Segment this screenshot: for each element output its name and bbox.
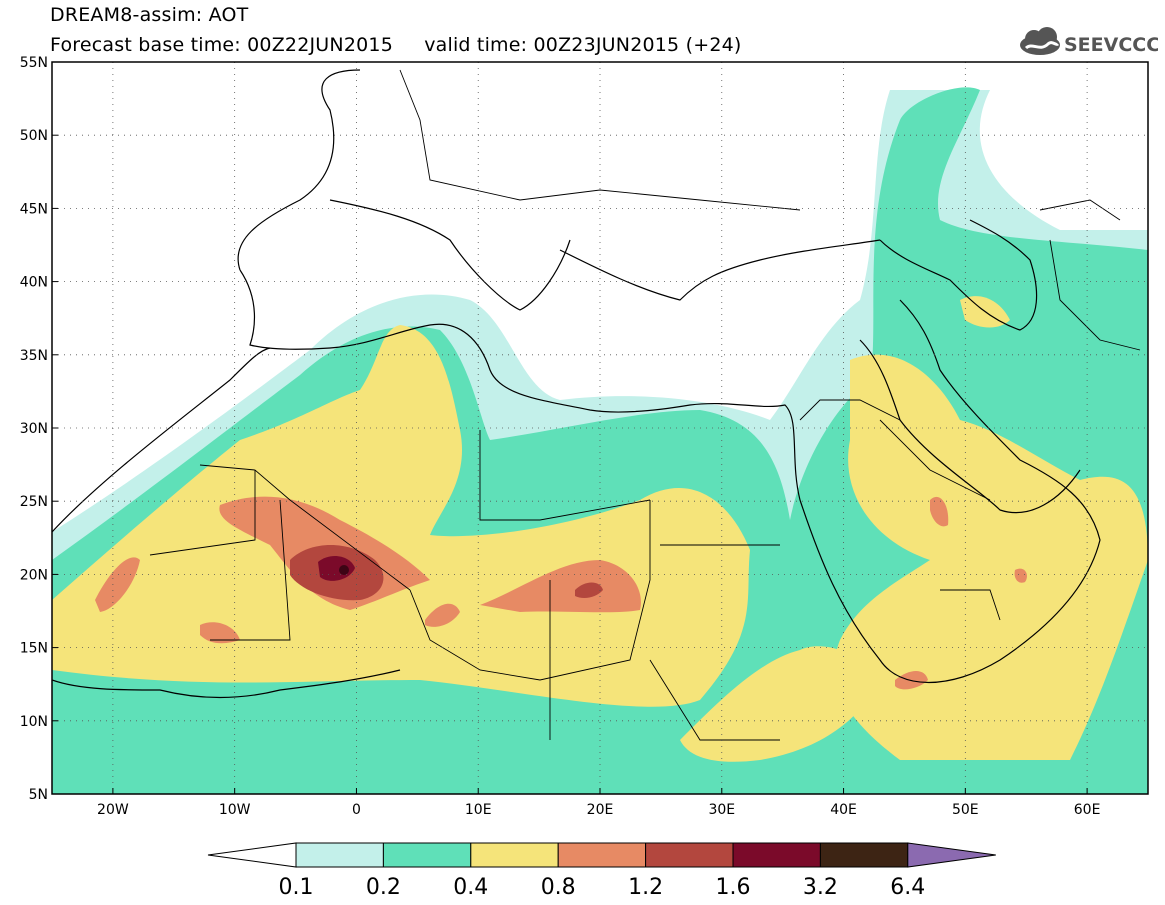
axis-ticks xyxy=(52,61,1088,795)
aot-band-0.8-mauritania xyxy=(95,557,140,612)
colorbar-box xyxy=(819,842,909,868)
aot-band-0.8-chad xyxy=(480,560,641,613)
colorbar-level-label: 0.2 xyxy=(366,875,401,900)
longitude-label: 10E xyxy=(465,802,492,818)
colorbar-under-triangle xyxy=(207,842,297,868)
graticule xyxy=(52,62,1148,794)
valid-time-label: valid time: 00Z23JUN2015 (+24) xyxy=(424,34,742,56)
seevccc-logo: SEEVCCC xyxy=(1020,27,1158,56)
latitude-labels: 55N 50N 45N 40N 35N 30N 25N 20N 15N 10N 5N xyxy=(20,55,48,803)
colorbar-level-label: 0.4 xyxy=(453,875,488,900)
longitude-label: 60E xyxy=(1074,802,1101,818)
colorbar-level-label: 1.6 xyxy=(716,875,751,900)
colorbar-level-label: 1.2 xyxy=(628,875,663,900)
colorbar-box xyxy=(557,842,647,868)
longitude-label: 20W xyxy=(97,802,129,818)
aot-band-0.8-oman xyxy=(1014,568,1027,583)
colorbar-box xyxy=(295,842,384,868)
latitude-label: 15N xyxy=(20,641,48,657)
dust-aot-map: 55N 50N 45N 40N 35N 30N 25N 20N 15N 10N 5N 20W 10W 0… xyxy=(20,55,1149,818)
coastlines xyxy=(52,69,1101,699)
colorbar-box xyxy=(470,842,559,868)
latitude-label: 40N xyxy=(20,275,48,291)
colorbar-level-label: 3.2 xyxy=(803,875,838,900)
aot-band-0.8-arabia xyxy=(930,496,949,527)
longitude-label: 40E xyxy=(830,802,857,818)
latitude-label: 50N xyxy=(20,128,48,144)
longitude-labels: 20W 10W 0 10E 20E 30E 40E 50E 60E xyxy=(97,802,1100,818)
longitude-label: 20E xyxy=(587,802,614,818)
longitude-label: 30E xyxy=(708,802,735,818)
colorbar-over-triangle xyxy=(907,842,996,868)
country-borders xyxy=(149,69,1141,741)
aot-band-0.8-mali xyxy=(200,622,240,644)
aot-band-0.8-niger xyxy=(425,603,460,627)
colorbar-level-label: 0.1 xyxy=(279,875,314,900)
aot-band-0.4-africa-south xyxy=(680,646,880,762)
longitude-label: 0 xyxy=(352,802,361,818)
colorbar-box xyxy=(382,842,472,868)
forecast-time-line: Forecast base time: 00Z22JUN2015 valid t… xyxy=(50,34,742,56)
longitude-label: 10W xyxy=(219,802,251,818)
longitude-label: 50E xyxy=(952,802,979,818)
aot-band-3.2-peak xyxy=(339,565,349,575)
latitude-label: 35N xyxy=(20,348,48,364)
latitude-label: 55N xyxy=(20,55,48,71)
colorbar-level-label: 0.8 xyxy=(541,875,576,900)
aot-band-1.2-chad-core xyxy=(575,582,603,598)
svg-text:SEEVCCC: SEEVCCC xyxy=(1064,34,1158,56)
latitude-label: 20N xyxy=(20,567,48,583)
latitude-label: 5N xyxy=(29,787,48,803)
colorbar-box xyxy=(645,842,734,868)
latitude-label: 30N xyxy=(20,421,48,437)
map-title: DREAM8-assim: AOT xyxy=(50,4,249,26)
base-time-label: Forecast base time: 00Z22JUN2015 xyxy=(50,34,393,56)
latitude-label: 10N xyxy=(20,714,48,730)
latitude-label: 45N xyxy=(20,201,48,217)
aot-band-0.4-arabia xyxy=(834,354,1148,760)
colorbar-level-label: 6.4 xyxy=(890,875,925,900)
latitude-label: 25N xyxy=(20,494,48,510)
colorbar-box xyxy=(732,842,821,868)
